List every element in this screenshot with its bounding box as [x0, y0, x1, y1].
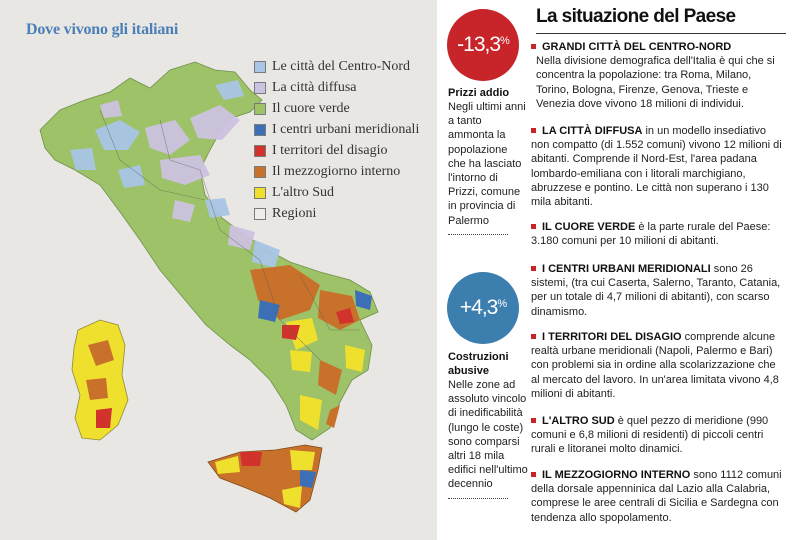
stat-text: Negli ultimi anni a tanto ammonta la pop… [448, 101, 526, 227]
article-title: La situazione del Paese [536, 6, 736, 27]
article-section: LA CITTÀ DIFFUSA in un modello insediati… [531, 124, 783, 209]
legend-swatch [254, 145, 266, 157]
stat-badge-abusive: +4,3% [447, 272, 519, 344]
legend-swatch [254, 124, 266, 136]
stat-heading: Costruzioni abusive [448, 351, 509, 377]
legend-item: La città diffusa [254, 79, 434, 97]
legend-item: I centri urbani meridionali [254, 121, 434, 139]
stat-block-abusive: Costruzioni abusive Nelle zone ad assolu… [448, 350, 528, 499]
section-text: comprende alcune realtà urbane meridiona… [531, 331, 779, 400]
section-heading: I CENTRI URBANI MERIDIONALI [542, 263, 711, 275]
legend-label: L'altro Sud [272, 185, 335, 200]
legend-swatch [254, 208, 266, 220]
stat-block-prizzi: Prizzi addio Negli ultimi anni a tanto a… [448, 86, 528, 235]
section-heading: L'ALTRO SUD [542, 415, 615, 427]
map-patches-south [250, 265, 372, 430]
section-heading: I TERRITORI DEL DISAGIO [542, 331, 682, 343]
section-heading: GRANDI CITTÀ DEL CENTRO-NORD [542, 41, 732, 53]
article-section: IL CUORE VERDE è la parte rurale del Pae… [531, 220, 783, 248]
map-legend: Le città del Centro-Nord La città diffus… [254, 58, 434, 226]
section-heading: LA CITTÀ DIFFUSA [542, 125, 643, 137]
dotted-divider [448, 497, 508, 499]
stat-value: +4,3 [459, 296, 498, 319]
section-text: Nella divisione demografica dell'Italia … [536, 55, 775, 110]
article-section: GRANDI CITTÀ DEL CENTRO-NORD Nella divis… [531, 40, 783, 111]
title-rule [536, 33, 786, 34]
stat-value: -13,3 [457, 33, 501, 56]
stat-badge-prizzi: -13,3% [447, 9, 519, 81]
section-heading: IL CUORE VERDE [542, 221, 636, 233]
legend-swatch [254, 61, 266, 73]
legend-item: Le città del Centro-Nord [254, 58, 434, 76]
legend-label: Le città del Centro-Nord [272, 59, 411, 74]
legend-item: L'altro Sud [254, 184, 434, 202]
map-region-borders [99, 109, 360, 361]
section-text: in un modello insediativo non compatto (… [531, 125, 782, 209]
article-column: La situazione del Paese GRANDI CITTÀ DEL… [531, 0, 789, 540]
stat-heading: Prizzi addio [448, 87, 510, 99]
legend-swatch [254, 82, 266, 94]
dotted-divider [448, 233, 508, 235]
section-text: sono 26 sistemi, (tra cui Caserta, Saler… [531, 263, 781, 318]
section-text: è la parte rurale del Paese: 3.180 comun… [531, 221, 771, 248]
legend-swatch [254, 103, 266, 115]
bullet-icon [531, 128, 536, 133]
legend-label: La città diffusa [272, 80, 357, 95]
legend-label: I territori del disagio [272, 143, 388, 158]
section-text: sono 1112 comuni della dorsale appennini… [531, 469, 782, 524]
legend-swatch [254, 166, 266, 178]
bullet-icon [531, 418, 536, 423]
article-section: I CENTRI URBANI MERIDIONALI sono 26 sist… [531, 262, 783, 319]
legend-item: Il cuore verde [254, 100, 434, 118]
map-patches-north [70, 80, 280, 268]
legend-item: Il mezzogiorno interno [254, 163, 434, 181]
stat-unit: % [500, 35, 510, 47]
article-section: I TERRITORI DEL DISAGIO comprende alcune… [531, 330, 783, 401]
legend-label: Il cuore verde [272, 101, 350, 116]
bullet-icon [531, 334, 536, 339]
legend-item: I territori del disagio [254, 142, 434, 160]
bullet-icon [531, 44, 536, 49]
stat-text: Nelle zone ad assoluto vincolo di inedif… [448, 379, 528, 491]
bullet-icon [531, 266, 536, 271]
map-peninsula [39, 61, 379, 441]
article-section: L'ALTRO SUD è quel pezzo di meridione (9… [531, 414, 783, 457]
italy-map [39, 61, 379, 513]
map-panel: Dove vivono gli italiani Le città del Ce… [0, 0, 437, 540]
bullet-icon [531, 472, 536, 477]
stat-unit: % [497, 298, 507, 310]
legend-label: Regioni [272, 206, 317, 221]
section-text: è quel pezzo di meridione (990 comuni e … [531, 415, 769, 456]
map-title: Dove vivono gli italiani [26, 21, 179, 38]
section-heading: IL MEZZOGIORNO INTERNO [542, 469, 691, 481]
stats-column: -13,3% Prizzi addio Negli ultimi anni a … [441, 0, 529, 540]
legend-swatch [254, 187, 266, 199]
legend-item: Regioni [254, 205, 434, 223]
legend-label: Il mezzogiorno interno [272, 164, 401, 179]
bullet-icon [531, 224, 536, 229]
legend-label: I centri urbani meridionali [272, 122, 420, 137]
article-section: IL MEZZOGIORNO INTERNO sono 1112 comuni … [531, 468, 783, 525]
